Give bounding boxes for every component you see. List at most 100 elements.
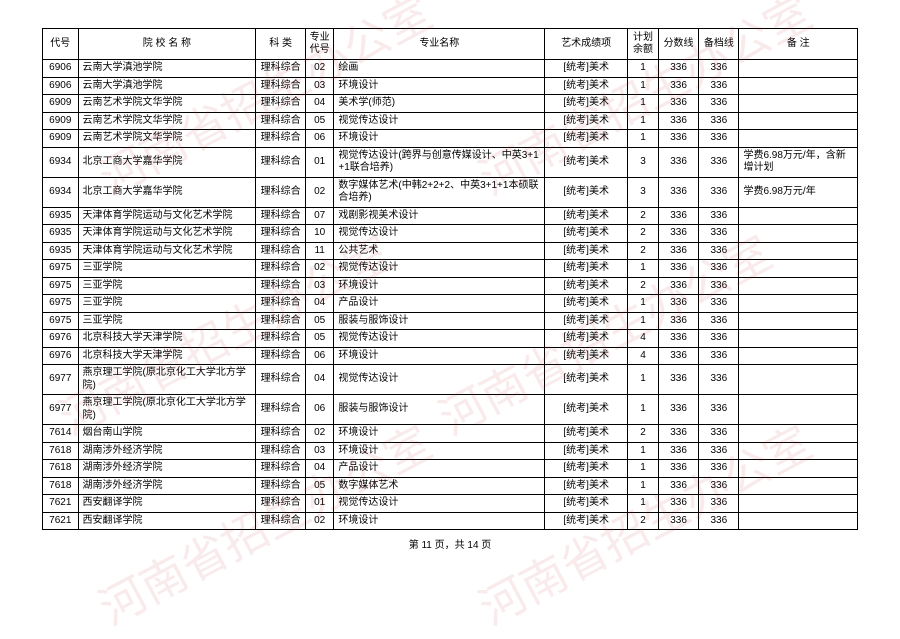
cell-code: 6975 <box>43 260 79 278</box>
cell-cat: 理科综合 <box>256 365 306 395</box>
cell-major: 环境设计 <box>334 347 545 365</box>
th-category: 科 类 <box>256 29 306 60</box>
cell-school: 三亚学院 <box>78 312 256 330</box>
cell-cat: 理科综合 <box>256 77 306 95</box>
table-row: 6934北京工商大学嘉华学院理科综合01视觉传达设计(跨界与创意传媒设计、中英3… <box>43 147 858 177</box>
cell-cat: 理科综合 <box>256 60 306 78</box>
cell-remark <box>739 395 858 425</box>
cell-major: 公共艺术 <box>334 242 545 260</box>
cell-major: 环境设计 <box>334 425 545 443</box>
cell-art: [统考]美术 <box>545 95 628 113</box>
cell-file: 336 <box>699 77 739 95</box>
table-row: 6977燕京理工学院(原北京化工大学北方学院)理科综合04视觉传达设计[统考]美… <box>43 365 858 395</box>
cell-art: [统考]美术 <box>545 147 628 177</box>
th-remark: 备 注 <box>739 29 858 60</box>
cell-cat: 理科综合 <box>256 130 306 148</box>
cell-mcode: 02 <box>305 177 333 207</box>
cell-code: 6909 <box>43 130 79 148</box>
cell-major: 环境设计 <box>334 277 545 295</box>
cell-code: 6909 <box>43 95 79 113</box>
cell-file: 336 <box>699 225 739 243</box>
cell-mcode: 05 <box>305 312 333 330</box>
cell-code: 6975 <box>43 295 79 313</box>
cell-mcode: 02 <box>305 425 333 443</box>
cell-cat: 理科综合 <box>256 260 306 278</box>
th-major: 专业名称 <box>334 29 545 60</box>
cell-plan: 3 <box>628 177 659 207</box>
cell-school: 天津体育学院运动与文化艺术学院 <box>78 225 256 243</box>
cell-score: 336 <box>658 425 698 443</box>
page-footer: 第 11 页，共 14 页 <box>42 536 858 551</box>
cell-mcode: 04 <box>305 95 333 113</box>
cell-school: 燕京理工学院(原北京化工大学北方学院) <box>78 365 256 395</box>
cell-major: 视觉传达设计 <box>334 365 545 395</box>
cell-plan: 2 <box>628 277 659 295</box>
cell-mcode: 04 <box>305 460 333 478</box>
cell-cat: 理科综合 <box>256 330 306 348</box>
cell-file: 336 <box>699 312 739 330</box>
cell-art: [统考]美术 <box>545 260 628 278</box>
cell-major: 环境设计 <box>334 512 545 530</box>
cell-art: [统考]美术 <box>545 77 628 95</box>
cell-art: [统考]美术 <box>545 477 628 495</box>
cell-art: [统考]美术 <box>545 365 628 395</box>
cell-cat: 理科综合 <box>256 512 306 530</box>
cell-art: [统考]美术 <box>545 460 628 478</box>
cell-plan: 4 <box>628 330 659 348</box>
cell-code: 6934 <box>43 177 79 207</box>
cell-school: 北京科技大学天津学院 <box>78 330 256 348</box>
cell-school: 北京工商大学嘉华学院 <box>78 177 256 207</box>
cell-art: [统考]美术 <box>545 277 628 295</box>
cell-mcode: 04 <box>305 365 333 395</box>
cell-mcode: 03 <box>305 277 333 295</box>
cell-cat: 理科综合 <box>256 395 306 425</box>
cell-mcode: 05 <box>305 477 333 495</box>
table-row: 6976北京科技大学天津学院理科综合05视觉传达设计[统考]美术4336336 <box>43 330 858 348</box>
table-row: 7621西安翻译学院理科综合02环境设计[统考]美术2336336 <box>43 512 858 530</box>
cell-art: [统考]美术 <box>545 242 628 260</box>
cell-remark <box>739 460 858 478</box>
cell-code: 6906 <box>43 77 79 95</box>
cell-major: 数字媒体艺术 <box>334 477 545 495</box>
cell-plan: 1 <box>628 365 659 395</box>
cell-remark <box>739 207 858 225</box>
cell-plan: 1 <box>628 95 659 113</box>
cell-mcode: 05 <box>305 112 333 130</box>
cell-mcode: 06 <box>305 395 333 425</box>
cell-school: 天津体育学院运动与文化艺术学院 <box>78 242 256 260</box>
cell-art: [统考]美术 <box>545 225 628 243</box>
cell-file: 336 <box>699 260 739 278</box>
cell-cat: 理科综合 <box>256 347 306 365</box>
cell-code: 6935 <box>43 225 79 243</box>
cell-remark: 学费6.98万元/年 <box>739 177 858 207</box>
cell-score: 336 <box>658 130 698 148</box>
cell-score: 336 <box>658 395 698 425</box>
cell-cat: 理科综合 <box>256 95 306 113</box>
cell-school: 云南大学滇池学院 <box>78 60 256 78</box>
cell-remark <box>739 330 858 348</box>
cell-code: 6935 <box>43 242 79 260</box>
cell-major: 环境设计 <box>334 77 545 95</box>
cell-code: 6977 <box>43 365 79 395</box>
cell-mcode: 02 <box>305 260 333 278</box>
cell-mcode: 05 <box>305 330 333 348</box>
cell-plan: 2 <box>628 512 659 530</box>
page: 河南省招生办公室 河南省招生办公室 河南省招生办公室 河南省招生办公室 河南省招… <box>0 0 900 561</box>
cell-cat: 理科综合 <box>256 207 306 225</box>
cell-score: 336 <box>658 477 698 495</box>
cell-cat: 理科综合 <box>256 242 306 260</box>
cell-remark <box>739 112 858 130</box>
cell-score: 336 <box>658 77 698 95</box>
cell-score: 336 <box>658 512 698 530</box>
cell-school: 天津体育学院运动与文化艺术学院 <box>78 207 256 225</box>
cell-plan: 1 <box>628 130 659 148</box>
cell-mcode: 11 <box>305 242 333 260</box>
cell-code: 6906 <box>43 60 79 78</box>
cell-school: 北京工商大学嘉华学院 <box>78 147 256 177</box>
cell-mcode: 01 <box>305 147 333 177</box>
table-row: 6934北京工商大学嘉华学院理科综合02数字媒体艺术(中韩2+2+2、中英3+1… <box>43 177 858 207</box>
cell-file: 336 <box>699 347 739 365</box>
cell-remark <box>739 260 858 278</box>
cell-file: 336 <box>699 60 739 78</box>
cell-mcode: 02 <box>305 60 333 78</box>
